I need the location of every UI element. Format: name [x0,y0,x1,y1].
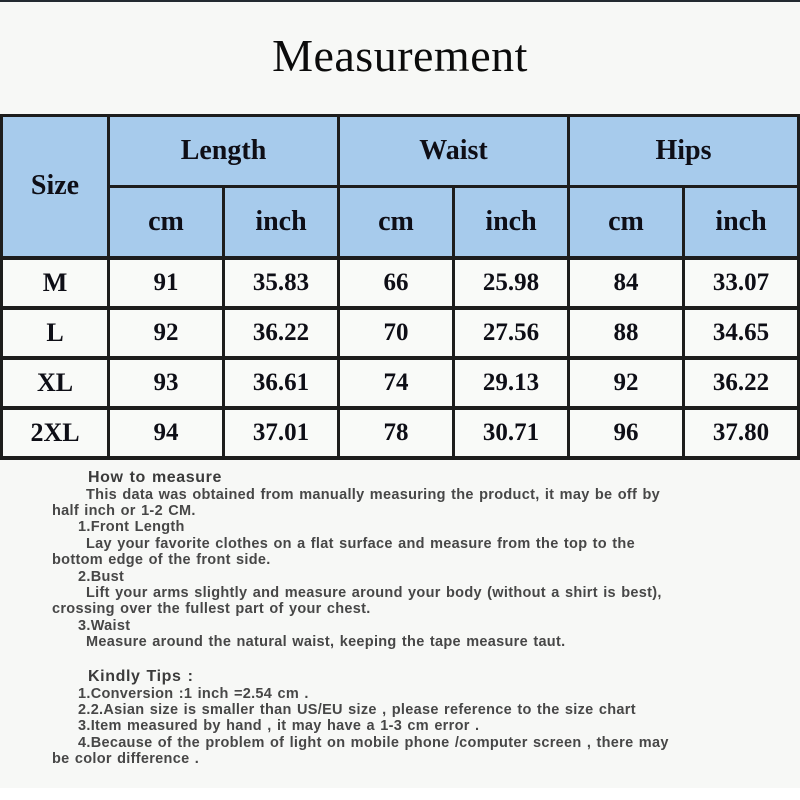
table-row: 2XL 94 37.01 78 30.71 96 37.80 [0,405,800,460]
note-line: bottom edge of the front side. [52,552,271,569]
unit-header: cm [567,185,685,259]
unit-header: cm [107,185,225,259]
note-line: Lay your favorite clothes on a flat surf… [86,535,635,552]
bottom-white-strip [0,788,800,800]
measurement-cell: 37.01 [222,405,340,460]
unit-header: cm [337,185,455,259]
note-line: 2.2.Asian size is smaller than US/EU siz… [78,701,636,718]
note-line: crossing over the fullest part of your c… [52,601,371,618]
how-to-measure-heading: How to measure [88,468,222,486]
group-header-length: Length [107,114,340,188]
size-column-header: Size [0,114,110,259]
measurement-cell: 84 [567,255,685,310]
size-cell: 2XL [0,405,110,460]
note-line: Lift your arms slightly and measure arou… [86,584,662,601]
top-edge-line [0,0,800,2]
unit-header: inch [222,185,340,259]
unit-header-row: cm inch cm inch cm inch [2,185,800,259]
size-chart-header: Size Length Waist Hips cm inch cm inch cm inc… [0,114,800,259]
measurement-cell: 25.98 [452,255,570,310]
unit-header: inch [452,185,570,259]
table-row: M 91 35.83 66 25.98 84 33.07 [0,255,800,310]
note-line: 3.Waist [78,617,131,634]
size-chart-table: Size Length Waist Hips cm inch cm inch cm inc… [0,114,800,460]
table-row: XL 93 36.61 74 29.13 92 36.22 [0,355,800,410]
measurement-cell: 74 [337,355,455,410]
size-chart-body: M 91 35.83 66 25.98 84 33.07 L 92 36.22 70 27.56 88 3… [0,255,800,460]
measurement-cell: 94 [107,405,225,460]
note-line: be color difference . [52,751,200,768]
group-header-waist: Waist [337,114,570,188]
measurement-cell: 34.65 [682,305,800,360]
note-line: 1.Conversion :1 inch =2.54 cm . [78,685,309,702]
measurement-cell: 88 [567,305,685,360]
measurement-cell: 93 [107,355,225,410]
measurement-cell: 35.83 [222,255,340,310]
kindly-tips-heading: Kindly Tips : [88,667,194,685]
table-row: L 92 36.22 70 27.56 88 34.65 [0,305,800,360]
measurement-cell: 36.22 [222,305,340,360]
notes-section: How to measure This data was obtained fr… [8,460,792,768]
measurement-cell: 30.71 [452,405,570,460]
note-line: 1.Front Length [78,519,185,536]
measurement-cell: 36.61 [222,355,340,410]
note-line: 2.Bust [78,568,125,585]
note-line: half inch or 1-2 CM. [52,502,196,519]
size-cell: XL [0,355,110,410]
measurement-cell: 92 [567,355,685,410]
measurement-cell: 96 [567,405,685,460]
note-line: This data was obtained from manually mea… [86,486,660,503]
size-cell: M [0,255,110,310]
measurement-cell: 27.56 [452,305,570,360]
size-cell: L [0,305,110,360]
measurement-cell: 66 [337,255,455,310]
measurement-cell: 70 [337,305,455,360]
how-to-measure-lines: This data was obtained from manually mea… [8,487,792,651]
measurement-cell: 78 [337,405,455,460]
measurement-cell: 36.22 [682,355,800,410]
note-line: 3.Item measured by hand , it may have a … [78,718,480,735]
measurement-cell: 33.07 [682,255,800,310]
measurement-cell: 29.13 [452,355,570,410]
measurement-cell: 92 [107,305,225,360]
unit-header: inch [682,185,800,259]
measurement-cell: 91 [107,255,225,310]
kindly-tips-lines: 1.Conversion :1 inch =2.54 cm . 2.2.Asian… [8,686,792,768]
note-line: Measure around the natural waist, keepin… [86,634,566,651]
group-header-hips: Hips [567,114,800,188]
page-title: Measurement [272,30,528,81]
group-header-row: Size Length Waist Hips [0,114,800,259]
note-line: 4.Because of the problem of light on mob… [78,734,669,751]
measurement-cell: 37.80 [682,405,800,460]
